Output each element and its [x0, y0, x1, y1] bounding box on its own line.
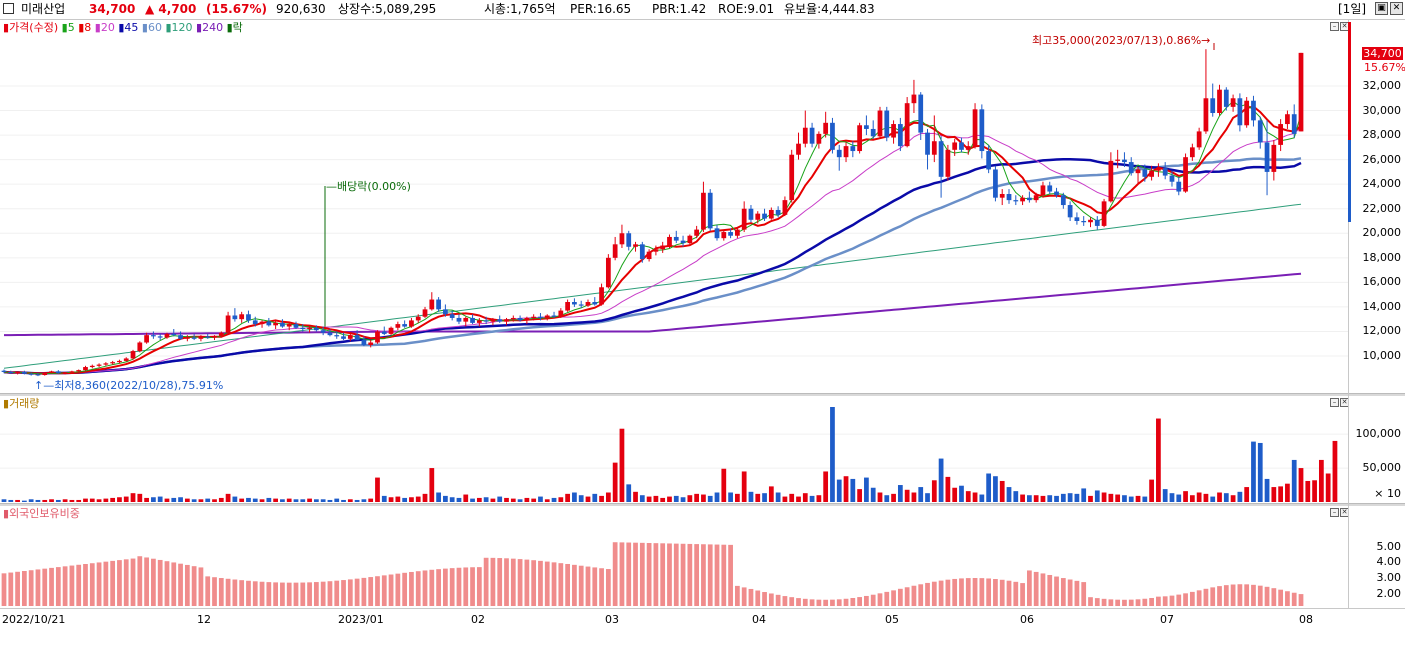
foreign-legend: ▮외국인보유비중: [3, 507, 80, 521]
high-arrow-icon: →: [1201, 34, 1211, 47]
roe-value: ROE:9.01: [718, 2, 775, 16]
volume-unit-label: × 10: [1374, 487, 1401, 500]
high-price-text: 최고35,000(2023/07/13),0.86%: [1032, 34, 1202, 47]
price-legend-marker: ▮: [3, 21, 10, 34]
volume-legend-label: 거래량: [9, 397, 40, 410]
dividend-arrow-icon: —: [326, 180, 337, 193]
ex-dividend-legend-marker: ▮: [226, 21, 233, 34]
ma120-legend: 120: [171, 21, 193, 34]
panel-minimize-icon[interactable]: –: [1330, 22, 1339, 31]
ex-dividend-legend: 락: [232, 21, 243, 34]
price-y-tick: 18,000: [1362, 250, 1402, 264]
price-y-tick: 24,000: [1362, 177, 1402, 191]
foreign-y-tick: 4.00: [1376, 555, 1402, 569]
x-label: 03: [605, 613, 619, 626]
price-y-tick: 12,000: [1362, 324, 1402, 338]
price-legend-label: 가격(수정): [9, 21, 59, 34]
current-pct-tag: 15.67%: [1364, 61, 1405, 74]
price-y-tick: 10,000: [1362, 349, 1402, 362]
price-change: ▲ 4,700: [145, 2, 197, 16]
volume-y-tick: 50,000: [1362, 461, 1402, 475]
foreign-y-tick: 3.00: [1376, 571, 1402, 584]
foreign-y-tick: 5.00: [1376, 539, 1402, 553]
trade-volume: 920,630: [276, 2, 326, 16]
foreign-y-tick: 2.00: [1376, 586, 1402, 600]
ma240-legend: 240: [202, 21, 224, 34]
market-cap: 시총:1,765억: [484, 2, 556, 16]
ma120-legend-marker: ▮: [165, 21, 172, 34]
ma8-legend: 8: [84, 21, 92, 34]
ma8-legend-marker: ▮: [78, 21, 85, 34]
x-label: 04: [752, 613, 766, 626]
price-y-tick: 28,000: [1362, 128, 1402, 142]
dividend-text: 배당락(0.00%): [337, 180, 411, 193]
price-y-tick: 32,000: [1362, 79, 1402, 92]
volume-panel: ▮거래량 – ✕: [0, 396, 1405, 503]
price-y-tick: 16,000: [1362, 275, 1402, 289]
foreign-ownership-panel: ▮외국인보유비중 – ✕: [0, 506, 1405, 608]
price-legend: ▮가격(수정) ▮5 ▮8 ▮20 ▮45 ▮60 ▮120 ▮240 ▮락: [3, 21, 243, 35]
volume-panel-minimize-icon[interactable]: –: [1330, 398, 1339, 407]
stock-name[interactable]: 미래산업: [21, 2, 66, 16]
x-label: 06: [1020, 613, 1034, 626]
ma240-legend-marker: ▮: [196, 21, 203, 34]
volume-legend-marker: ▮: [3, 397, 10, 410]
ma60-legend-marker: ▮: [141, 21, 148, 34]
high-price-annotation: 최고35,000(2023/07/13),0.86%→: [1032, 34, 1210, 48]
price-y-tick: 26,000: [1362, 152, 1402, 166]
volume-y-tick: 100,000: [1355, 427, 1402, 441]
low-price-annotation: ↑—최저8,360(2022/10/28),75.91%: [34, 379, 223, 393]
price-y-tick: 14,000: [1362, 299, 1402, 313]
restore-window-icon[interactable]: ▣: [1375, 2, 1388, 15]
panel-divider[interactable]: [0, 503, 1405, 506]
price-y-tick: 30,000: [1362, 103, 1402, 117]
current-price: 34,700: [89, 2, 136, 16]
low-price-text: 최저8,360(2022/10/28),75.91%: [54, 379, 224, 392]
ma45-legend: 45: [124, 21, 139, 34]
panel-divider[interactable]: [0, 393, 1405, 396]
ma20-legend-marker: ▮: [94, 21, 101, 34]
listed-shares: 상장수:5,089,295: [338, 2, 437, 16]
ma5-legend-marker: ▮: [61, 21, 68, 34]
low-arrow-icon: ↑—: [34, 379, 55, 392]
pbr-value: PBR:1.42: [652, 2, 707, 16]
dividend-annotation: —배당락(0.00%): [326, 180, 411, 194]
close-window-icon[interactable]: ✕: [1390, 2, 1403, 15]
ma60-legend: 60: [147, 21, 162, 34]
x-label: 02: [471, 613, 485, 626]
x-label: 12: [197, 613, 211, 626]
foreign-legend-marker: ▮: [3, 507, 10, 520]
volume-legend: ▮거래량: [3, 397, 39, 411]
x-label: 2022/10/21: [2, 613, 66, 626]
foreign-panel-minimize-icon[interactable]: –: [1330, 508, 1339, 517]
date-axis: 2022/10/21 12 2023/01 02 03 04 05 06 07 …: [0, 608, 1405, 649]
retention-rate: 유보율:4,444.83: [784, 2, 875, 16]
ma45-legend-marker: ▮: [118, 21, 125, 34]
price-y-tick: 20,000: [1362, 226, 1402, 240]
stock-info-bar: 미래산업 34,700 ▲ 4,700 (15.67%) 920,630 상장수…: [0, 0, 1405, 20]
x-label: 07: [1160, 613, 1174, 626]
x-label: 2023/01: [338, 613, 384, 626]
current-price-tag: 34,700: [1362, 47, 1403, 60]
per-value: PER:16.65: [570, 2, 632, 16]
select-checkbox[interactable]: [3, 3, 14, 14]
foreign-legend-label: 외국인보유비중: [9, 507, 80, 520]
price-change-percent: (15.67%): [206, 2, 267, 16]
right-axis: [1348, 19, 1405, 608]
x-label: 05: [885, 613, 899, 626]
price-panel: ▮가격(수정) ▮5 ▮8 ▮20 ▮45 ▮60 ▮120 ▮240 ▮락 –…: [0, 20, 1405, 393]
period-selector[interactable]: [1일]: [1338, 2, 1367, 16]
ma20-legend: 20: [100, 21, 115, 34]
x-label: 08: [1299, 613, 1313, 626]
ma5-legend: 5: [67, 21, 75, 34]
price-y-tick: 22,000: [1362, 201, 1402, 215]
